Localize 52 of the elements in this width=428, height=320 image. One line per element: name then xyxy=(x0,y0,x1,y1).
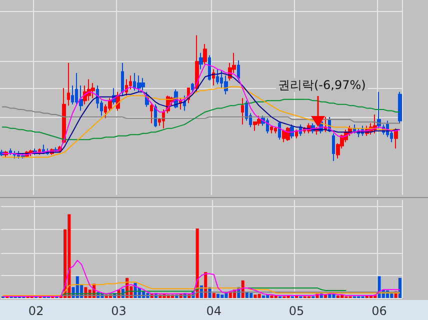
candlestick xyxy=(274,126,277,134)
bar xyxy=(220,294,224,298)
candlestick xyxy=(208,54,211,82)
bar xyxy=(254,294,257,298)
x-tick-label: 05 xyxy=(288,304,304,318)
x-tick-label: 06 xyxy=(372,304,387,318)
candlestick xyxy=(212,68,215,86)
candlestick xyxy=(141,78,145,92)
x-tick-label: 04 xyxy=(206,304,222,318)
candlestick xyxy=(121,62,124,96)
candlestick xyxy=(324,116,327,133)
candlestick xyxy=(295,130,298,139)
bar xyxy=(250,292,253,298)
bar xyxy=(196,228,199,298)
bar xyxy=(245,292,248,298)
candlestick xyxy=(137,74,141,92)
bar xyxy=(228,292,232,298)
bar xyxy=(224,292,228,298)
annotation: 권리락(-6,97%) xyxy=(278,78,366,92)
candlestick xyxy=(241,98,244,126)
bar xyxy=(336,295,340,298)
candlestick xyxy=(199,52,203,70)
candlestick xyxy=(67,62,70,106)
candlestick xyxy=(286,126,290,142)
candlestick xyxy=(91,82,95,99)
candlestick xyxy=(282,129,286,143)
bar xyxy=(258,294,261,298)
bar xyxy=(216,294,220,298)
candlestick xyxy=(216,68,219,85)
candlestick xyxy=(224,74,228,95)
bar xyxy=(212,292,216,298)
candlestick xyxy=(278,122,281,140)
candlestick xyxy=(183,95,186,112)
candlestick xyxy=(162,108,165,129)
candlestick xyxy=(195,34,199,92)
candlestick xyxy=(332,132,335,162)
bar xyxy=(262,295,265,298)
x-tick-label: 02 xyxy=(28,304,44,318)
x-tick-label: 03 xyxy=(111,304,126,318)
bar xyxy=(270,295,274,298)
bar xyxy=(398,278,402,298)
candlestick xyxy=(394,128,398,149)
bar xyxy=(390,292,394,298)
candlestick xyxy=(270,125,273,134)
candlestick xyxy=(150,102,153,124)
candlestick xyxy=(203,44,207,65)
bar xyxy=(68,214,71,298)
candlestick xyxy=(377,91,381,129)
candlestick xyxy=(398,91,402,124)
candlestick xyxy=(62,88,66,144)
candlestick xyxy=(191,82,194,92)
candlestick xyxy=(237,60,240,82)
